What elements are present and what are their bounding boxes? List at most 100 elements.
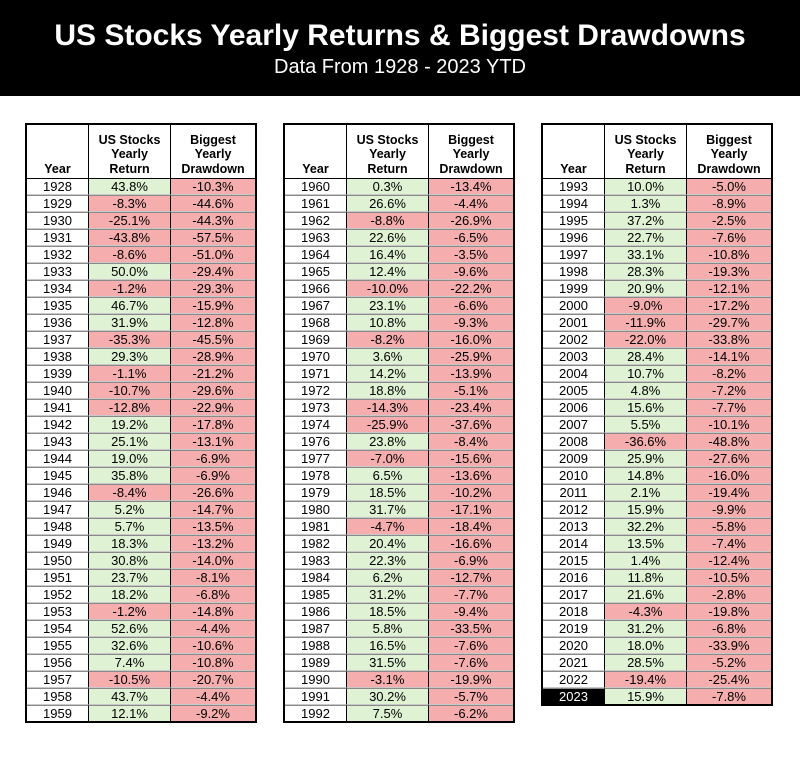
table-row: 1991 30.2% -5.7%	[285, 688, 513, 705]
table-row: 1929 -8.3% -44.6%	[27, 195, 255, 212]
return-cell: 32.2%	[605, 518, 687, 535]
year-cell: 1977	[285, 450, 347, 467]
year-cell: 2013	[543, 518, 605, 535]
drawdown-cell: -16.0%	[429, 331, 513, 348]
return-cell: -4.3%	[605, 603, 687, 620]
year-cell: 1971	[285, 365, 347, 382]
table-row: 1934 -1.2% -29.3%	[27, 280, 255, 297]
table-row: 1960 0.3% -13.4%	[285, 179, 513, 195]
drawdown-cell: -17.2%	[687, 297, 771, 314]
table-row: 1967 23.1% -6.6%	[285, 297, 513, 314]
return-cell: 2.1%	[605, 484, 687, 501]
drawdown-cell: -28.9%	[171, 348, 255, 365]
drawdown-cell: -14.0%	[171, 552, 255, 569]
return-cell: 19.2%	[89, 416, 171, 433]
return-cell: 10.7%	[605, 365, 687, 382]
year-cell: 1949	[27, 535, 89, 552]
drawdown-cell: -19.9%	[429, 671, 513, 688]
drawdown-cell: -23.4%	[429, 399, 513, 416]
page-subtitle: Data From 1928 - 2023 YTD	[274, 55, 526, 78]
table-row: 2015 1.4% -12.4%	[543, 552, 771, 569]
table-row: 1992 7.5% -6.2%	[285, 705, 513, 721]
year-cell: 1964	[285, 246, 347, 263]
return-cell: 43.7%	[89, 688, 171, 705]
drawdown-cell: -22.2%	[429, 280, 513, 297]
year-cell: 1935	[27, 297, 89, 314]
return-cell: 16.5%	[347, 637, 429, 654]
year-cell: 2004	[543, 365, 605, 382]
drawdown-cell: -14.7%	[171, 501, 255, 518]
year-cell: 1938	[27, 348, 89, 365]
year-cell: 1968	[285, 314, 347, 331]
year-cell: 2007	[543, 416, 605, 433]
drawdown-cell: -14.1%	[687, 348, 771, 365]
table-row: 2004 10.7% -8.2%	[543, 365, 771, 382]
drawdown-cell: -6.5%	[429, 229, 513, 246]
table-row: 2018 -4.3% -19.8%	[543, 603, 771, 620]
drawdown-cell: -19.8%	[687, 603, 771, 620]
table-row: 1984 6.2% -12.7%	[285, 569, 513, 586]
return-cell: 7.5%	[347, 705, 429, 721]
table-row: 1986 18.5% -9.4%	[285, 603, 513, 620]
return-cell: -3.1%	[347, 671, 429, 688]
return-cell: 5.8%	[347, 620, 429, 637]
year-cell: 1955	[27, 637, 89, 654]
year-cell: 1950	[27, 552, 89, 569]
table-row: 2000 -9.0% -17.2%	[543, 297, 771, 314]
table-row: 1963 22.6% -6.5%	[285, 229, 513, 246]
drawdown-cell: -15.6%	[429, 450, 513, 467]
table-row: 2012 15.9% -9.9%	[543, 501, 771, 518]
table-row: 1979 18.5% -10.2%	[285, 484, 513, 501]
table-row: 2023 15.9% -7.8%	[543, 688, 771, 704]
return-cell: 5.5%	[605, 416, 687, 433]
drawdown-cell: -7.4%	[687, 535, 771, 552]
year-cell: 1939	[27, 365, 89, 382]
drawdown-cell: -6.9%	[171, 467, 255, 484]
return-cell: -19.4%	[605, 671, 687, 688]
year-cell: 1954	[27, 620, 89, 637]
drawdown-cell: -6.9%	[171, 450, 255, 467]
year-cell: 1937	[27, 331, 89, 348]
year-cell: 1963	[285, 229, 347, 246]
return-cell: 22.6%	[347, 229, 429, 246]
return-cell: 3.6%	[347, 348, 429, 365]
return-cell: 11.8%	[605, 569, 687, 586]
year-cell: 1969	[285, 331, 347, 348]
page-title: US Stocks Yearly Returns & Biggest Drawd…	[54, 18, 746, 52]
year-cell: 2020	[543, 637, 605, 654]
year-cell: 1932	[27, 246, 89, 263]
drawdown-cell: -16.0%	[687, 467, 771, 484]
column-header-year: Year	[285, 125, 347, 179]
year-cell: 2022	[543, 671, 605, 688]
year-cell: 2002	[543, 331, 605, 348]
return-cell: 7.4%	[89, 654, 171, 671]
year-cell: 2016	[543, 569, 605, 586]
year-cell: 1953	[27, 603, 89, 620]
returns-table-1928-1959: Year US Stocks Yearly Return Biggest Yearly Dr…	[25, 123, 257, 723]
table-row: 2010 14.8% -16.0%	[543, 467, 771, 484]
return-cell: 30.8%	[89, 552, 171, 569]
year-cell: 1989	[285, 654, 347, 671]
table-row: 1930 -25.1% -44.3%	[27, 212, 255, 229]
year-cell: 1936	[27, 314, 89, 331]
return-cell: 10.8%	[347, 314, 429, 331]
year-cell: 1933	[27, 263, 89, 280]
return-cell: -43.8%	[89, 229, 171, 246]
year-cell: 1983	[285, 552, 347, 569]
drawdown-cell: -4.4%	[429, 195, 513, 212]
drawdown-cell: -48.8%	[687, 433, 771, 450]
drawdown-cell: -14.8%	[171, 603, 255, 620]
drawdown-cell: -33.5%	[429, 620, 513, 637]
table-row: 1996 22.7% -7.6%	[543, 229, 771, 246]
year-cell: 1991	[285, 688, 347, 705]
return-cell: 28.3%	[605, 263, 687, 280]
table-row: 1938 29.3% -28.9%	[27, 348, 255, 365]
return-cell: 16.4%	[347, 246, 429, 263]
return-cell: -10.7%	[89, 382, 171, 399]
drawdown-cell: -57.5%	[171, 229, 255, 246]
table-row: 1971 14.2% -13.9%	[285, 365, 513, 382]
year-cell: 1973	[285, 399, 347, 416]
table-row: 2005 4.8% -7.2%	[543, 382, 771, 399]
year-cell: 1987	[285, 620, 347, 637]
